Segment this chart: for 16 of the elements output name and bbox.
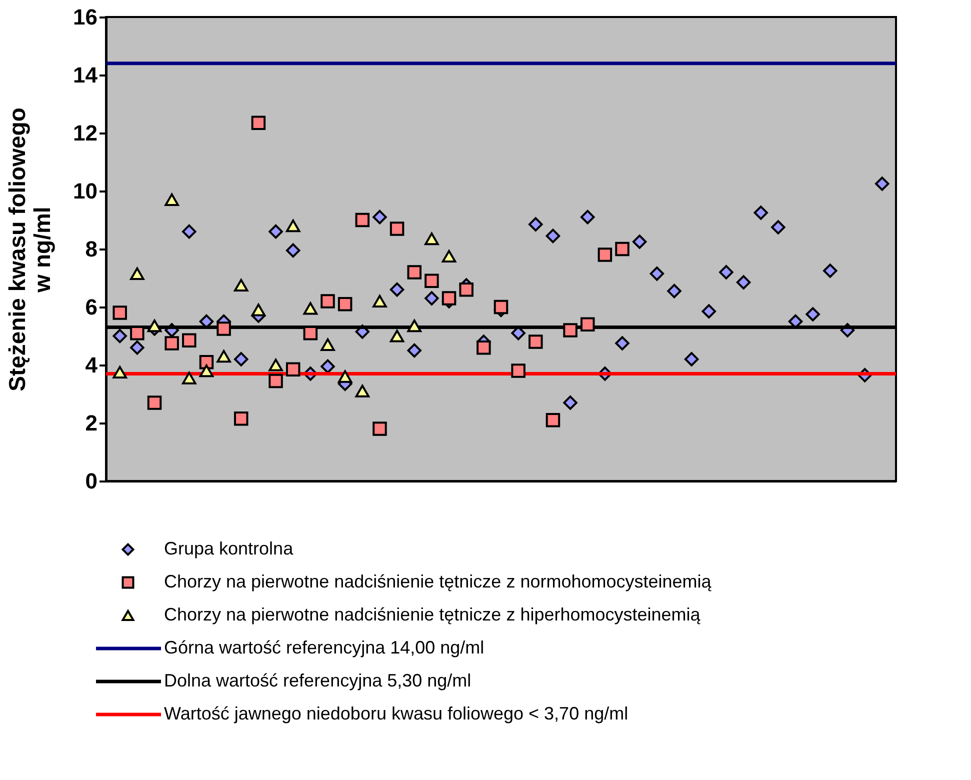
legend-label: Dolna wartość referencyjna 5,30 ng/ml — [164, 670, 472, 690]
legend-label: Chorzy na pierwotne nadciśnienie tętnicze z normohomocysteinemią — [164, 572, 712, 592]
y-tick-label: 2 — [85, 410, 98, 436]
y-axis-title: Stężenie kwasu foliowego w ng/ml — [4, 108, 56, 392]
legend-label: Wartość jawnego niedoboru kwasu foliowego < 3,70 ng/ml — [164, 704, 628, 724]
y-tick-label: 0 — [85, 468, 98, 494]
legend-label: Grupa kontrolna — [164, 538, 294, 558]
y-tick-label: 10 — [73, 178, 98, 204]
y-tick-label: 12 — [73, 120, 98, 146]
y-tick-label: 6 — [85, 294, 98, 320]
y-tick-label: 4 — [85, 352, 98, 378]
y-tick-label: 8 — [85, 236, 98, 262]
legend-label: Górna wartość referencyjna 14,00 ng/ml — [164, 638, 484, 658]
y-tick-label: 16 — [73, 4, 98, 30]
y-tick-label: 14 — [73, 62, 98, 88]
legend-label: Chorzy na pierwotne nadciśnienie tętnicze z hiperhomocysteinemią — [164, 604, 702, 624]
